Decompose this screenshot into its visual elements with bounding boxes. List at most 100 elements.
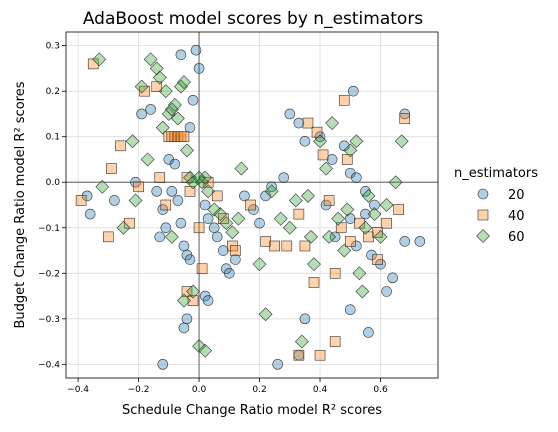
y-tick-label: −0.1 bbox=[38, 224, 60, 234]
y-tick-label: −0.2 bbox=[38, 269, 60, 279]
point-40 bbox=[344, 236, 356, 247]
x-tick-label: −0.4 bbox=[67, 385, 89, 395]
point-40 bbox=[399, 113, 411, 124]
point-20 bbox=[414, 236, 426, 247]
point-40 bbox=[338, 94, 350, 106]
point-60 bbox=[273, 211, 288, 226]
point-40 bbox=[317, 149, 329, 161]
point-60 bbox=[192, 170, 206, 185]
point-20 bbox=[193, 63, 205, 74]
point-60 bbox=[192, 339, 206, 354]
x-axis-title: Schedule Change Ratio model R² scores bbox=[122, 403, 382, 418]
point-20 bbox=[254, 217, 265, 229]
point-20 bbox=[84, 208, 96, 220]
point-20 bbox=[299, 135, 311, 147]
legend-label-40: 40 bbox=[508, 209, 525, 224]
point-20 bbox=[190, 44, 202, 56]
point-20 bbox=[175, 49, 187, 61]
point-60 bbox=[158, 84, 173, 99]
series-20 bbox=[81, 44, 426, 370]
point-60 bbox=[352, 266, 367, 281]
point-60 bbox=[116, 220, 131, 235]
x-tick-label: 0.0 bbox=[192, 385, 207, 395]
point-60 bbox=[355, 284, 370, 299]
point-60 bbox=[340, 202, 355, 217]
point-40 bbox=[281, 240, 293, 252]
point-20 bbox=[360, 208, 371, 220]
point-60 bbox=[307, 257, 321, 272]
point-20 bbox=[157, 204, 169, 215]
point-60 bbox=[349, 134, 364, 149]
point-20 bbox=[348, 85, 359, 97]
point-40 bbox=[308, 277, 320, 288]
point-20 bbox=[230, 254, 241, 265]
point-60 bbox=[95, 179, 110, 194]
point-60 bbox=[155, 120, 170, 135]
point-40 bbox=[302, 117, 314, 129]
point-60 bbox=[322, 229, 337, 244]
point-40 bbox=[103, 231, 114, 243]
point-40 bbox=[184, 186, 196, 197]
point-40 bbox=[154, 172, 166, 183]
point-20 bbox=[224, 267, 235, 279]
point-40 bbox=[187, 295, 199, 306]
point-40 bbox=[335, 222, 347, 234]
point-20 bbox=[151, 186, 163, 197]
point-60 bbox=[394, 134, 409, 149]
y-tick-label: 0.2 bbox=[46, 87, 60, 97]
reference-lines bbox=[66, 32, 438, 378]
point-20 bbox=[202, 295, 214, 306]
legend-label-60: 60 bbox=[508, 230, 525, 245]
series-60 bbox=[92, 52, 409, 358]
point-60 bbox=[164, 102, 179, 117]
point-60 bbox=[174, 79, 188, 94]
point-20 bbox=[130, 176, 141, 188]
point-20 bbox=[320, 199, 332, 211]
legend-marker-20 bbox=[477, 188, 489, 200]
point-60 bbox=[264, 184, 279, 199]
point-60 bbox=[288, 193, 303, 208]
point-20 bbox=[329, 231, 341, 243]
point-40 bbox=[323, 195, 335, 206]
point-40 bbox=[329, 336, 341, 347]
point-40 bbox=[293, 208, 305, 220]
point-20 bbox=[381, 286, 392, 297]
point-40 bbox=[230, 245, 241, 256]
point-20 bbox=[284, 108, 296, 120]
point-60 bbox=[152, 70, 167, 85]
point-20 bbox=[272, 359, 284, 370]
point-20 bbox=[166, 186, 178, 197]
legend-label-20: 20 bbox=[508, 188, 525, 203]
point-40 bbox=[193, 222, 205, 234]
point-60 bbox=[167, 97, 182, 112]
point-20 bbox=[363, 327, 374, 338]
point-20 bbox=[217, 245, 229, 256]
point-60 bbox=[304, 229, 318, 244]
point-20 bbox=[351, 172, 362, 183]
point-60 bbox=[234, 161, 249, 176]
point-40 bbox=[181, 286, 193, 297]
point-20 bbox=[248, 204, 259, 215]
point-60 bbox=[213, 207, 228, 222]
point-60 bbox=[337, 243, 352, 258]
point-20 bbox=[184, 254, 196, 265]
point-20 bbox=[399, 236, 411, 247]
point-60 bbox=[195, 175, 210, 190]
chart-title: AdaBoost model scores by n_estimators bbox=[83, 9, 423, 29]
data-points bbox=[75, 44, 426, 370]
point-40 bbox=[227, 240, 238, 252]
point-20 bbox=[344, 167, 356, 179]
point-20 bbox=[178, 322, 190, 334]
y-tick-label: −0.3 bbox=[38, 315, 60, 325]
point-20 bbox=[375, 258, 386, 270]
y-tick-label: 0.3 bbox=[46, 42, 60, 52]
point-20 bbox=[344, 213, 356, 224]
point-60 bbox=[294, 334, 309, 349]
point-40 bbox=[393, 204, 404, 215]
point-40 bbox=[299, 240, 311, 252]
point-20 bbox=[369, 199, 380, 211]
point-20 bbox=[293, 117, 305, 129]
point-60 bbox=[331, 211, 346, 226]
point-60 bbox=[258, 307, 273, 322]
